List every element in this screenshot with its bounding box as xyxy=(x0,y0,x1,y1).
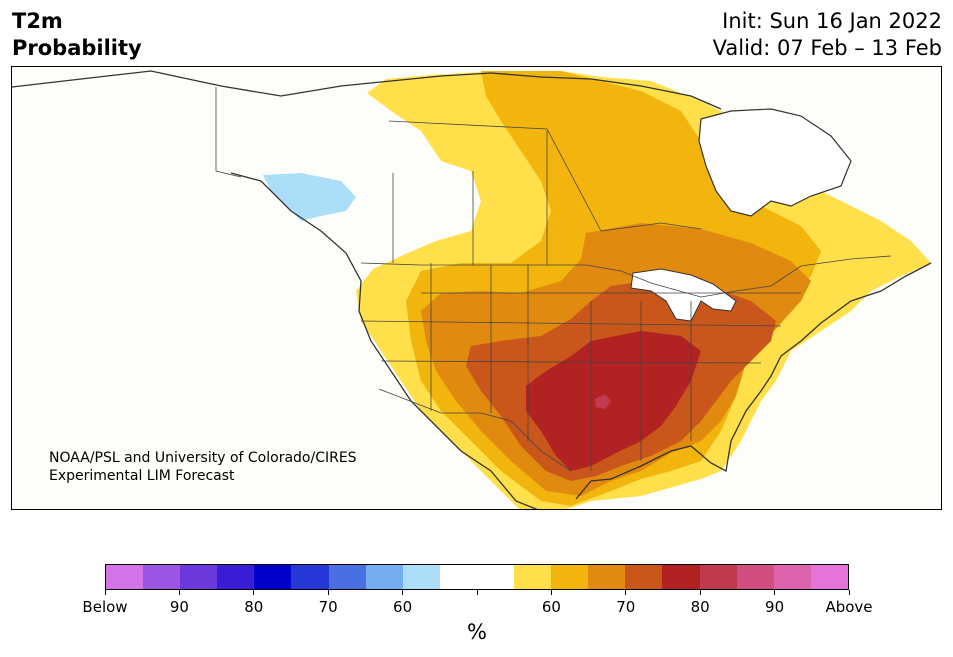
colorbar-cell-1 xyxy=(143,565,181,589)
colorbar-cell-6 xyxy=(328,565,366,589)
colorbar-tick-label: Below xyxy=(82,598,128,616)
valid-range: Valid: 07 Feb – 13 Feb xyxy=(712,36,942,60)
colorbar-cell-12 xyxy=(551,565,589,589)
init-date: Init: Sun 16 Jan 2022 xyxy=(722,9,942,33)
forecast-dates: Init: Sun 16 Jan 2022 Valid: 07 Feb – 13… xyxy=(713,8,942,62)
us-canada-border xyxy=(360,255,892,298)
colorbar-cell-2 xyxy=(180,565,218,589)
atlantic-coast xyxy=(575,262,932,500)
colorbar-cell-18 xyxy=(773,565,811,589)
colorbar-tick-label: Above xyxy=(825,598,873,616)
colorbar-cell-19 xyxy=(810,565,848,589)
forecast-map xyxy=(11,66,942,510)
colorbar-tick xyxy=(327,590,329,595)
colorbar-cell-8 xyxy=(402,565,440,589)
colorbar-cell-10 xyxy=(476,565,515,589)
colorbar-tick-label: 80 xyxy=(690,598,710,616)
colorbar-tick-label: 70 xyxy=(616,598,636,616)
colorbar-cell-3 xyxy=(217,565,255,589)
colorbar-tick-label: 70 xyxy=(318,598,338,616)
credit-text: NOAA/PSL and University of Colorado/CIRE… xyxy=(49,449,357,485)
alaska-border xyxy=(215,87,242,178)
state-lines xyxy=(360,263,801,471)
title-line-1: T2m xyxy=(12,9,63,33)
arctic-coast xyxy=(12,70,722,110)
colorbar-tick xyxy=(402,590,404,595)
colorbar-cell-17 xyxy=(736,565,774,589)
colorbar-unit: % xyxy=(467,620,487,644)
colorbar-cell-5 xyxy=(291,565,329,589)
colorbar-cell-7 xyxy=(365,565,403,589)
colorbar-tick-label: 60 xyxy=(393,598,413,616)
hudson-bay xyxy=(698,108,852,217)
map-title: T2m Probability xyxy=(12,8,142,62)
colorbar-cell-4 xyxy=(254,565,292,589)
colorbar-cell-13 xyxy=(588,565,626,589)
colorbar-cell-14 xyxy=(625,565,663,589)
region-below-60 xyxy=(263,173,356,221)
colorbar-tick xyxy=(476,590,478,595)
region-prob-extreme xyxy=(595,394,611,409)
colorbar-tick xyxy=(104,590,106,595)
colorbar-tick-label: 60 xyxy=(541,598,561,616)
title-line-2: Probability xyxy=(12,36,142,60)
colorbar xyxy=(105,564,849,590)
colorbar-tick xyxy=(699,590,701,595)
colorbar-tick-label: 90 xyxy=(765,598,785,616)
coastlines xyxy=(12,70,932,509)
colorbar-tick-label: 90 xyxy=(169,598,189,616)
colorbar-cell-16 xyxy=(699,565,737,589)
borders xyxy=(215,87,892,472)
colorbar-cell-15 xyxy=(662,565,700,589)
colorbar-tick xyxy=(550,590,552,595)
province-lines xyxy=(388,120,702,265)
colorbar-cell-9 xyxy=(439,565,477,589)
colorbar-cell-0 xyxy=(106,565,144,589)
colorbar-tick xyxy=(625,590,627,595)
credit-line-1: NOAA/PSL and University of Colorado/CIRE… xyxy=(49,450,357,466)
map-svg xyxy=(12,67,941,509)
colorbar-tick xyxy=(848,590,850,595)
colorbar-cell-11 xyxy=(514,565,552,589)
region-prob-90-plus xyxy=(526,331,701,471)
colorbar-tick xyxy=(178,590,180,595)
colorbar-tick xyxy=(774,590,776,595)
colorbar-tick xyxy=(253,590,255,595)
colorbar-tick-label: 80 xyxy=(244,598,264,616)
pacific-coast xyxy=(230,172,538,509)
credit-line-2: Experimental LIM Forecast xyxy=(49,468,235,484)
